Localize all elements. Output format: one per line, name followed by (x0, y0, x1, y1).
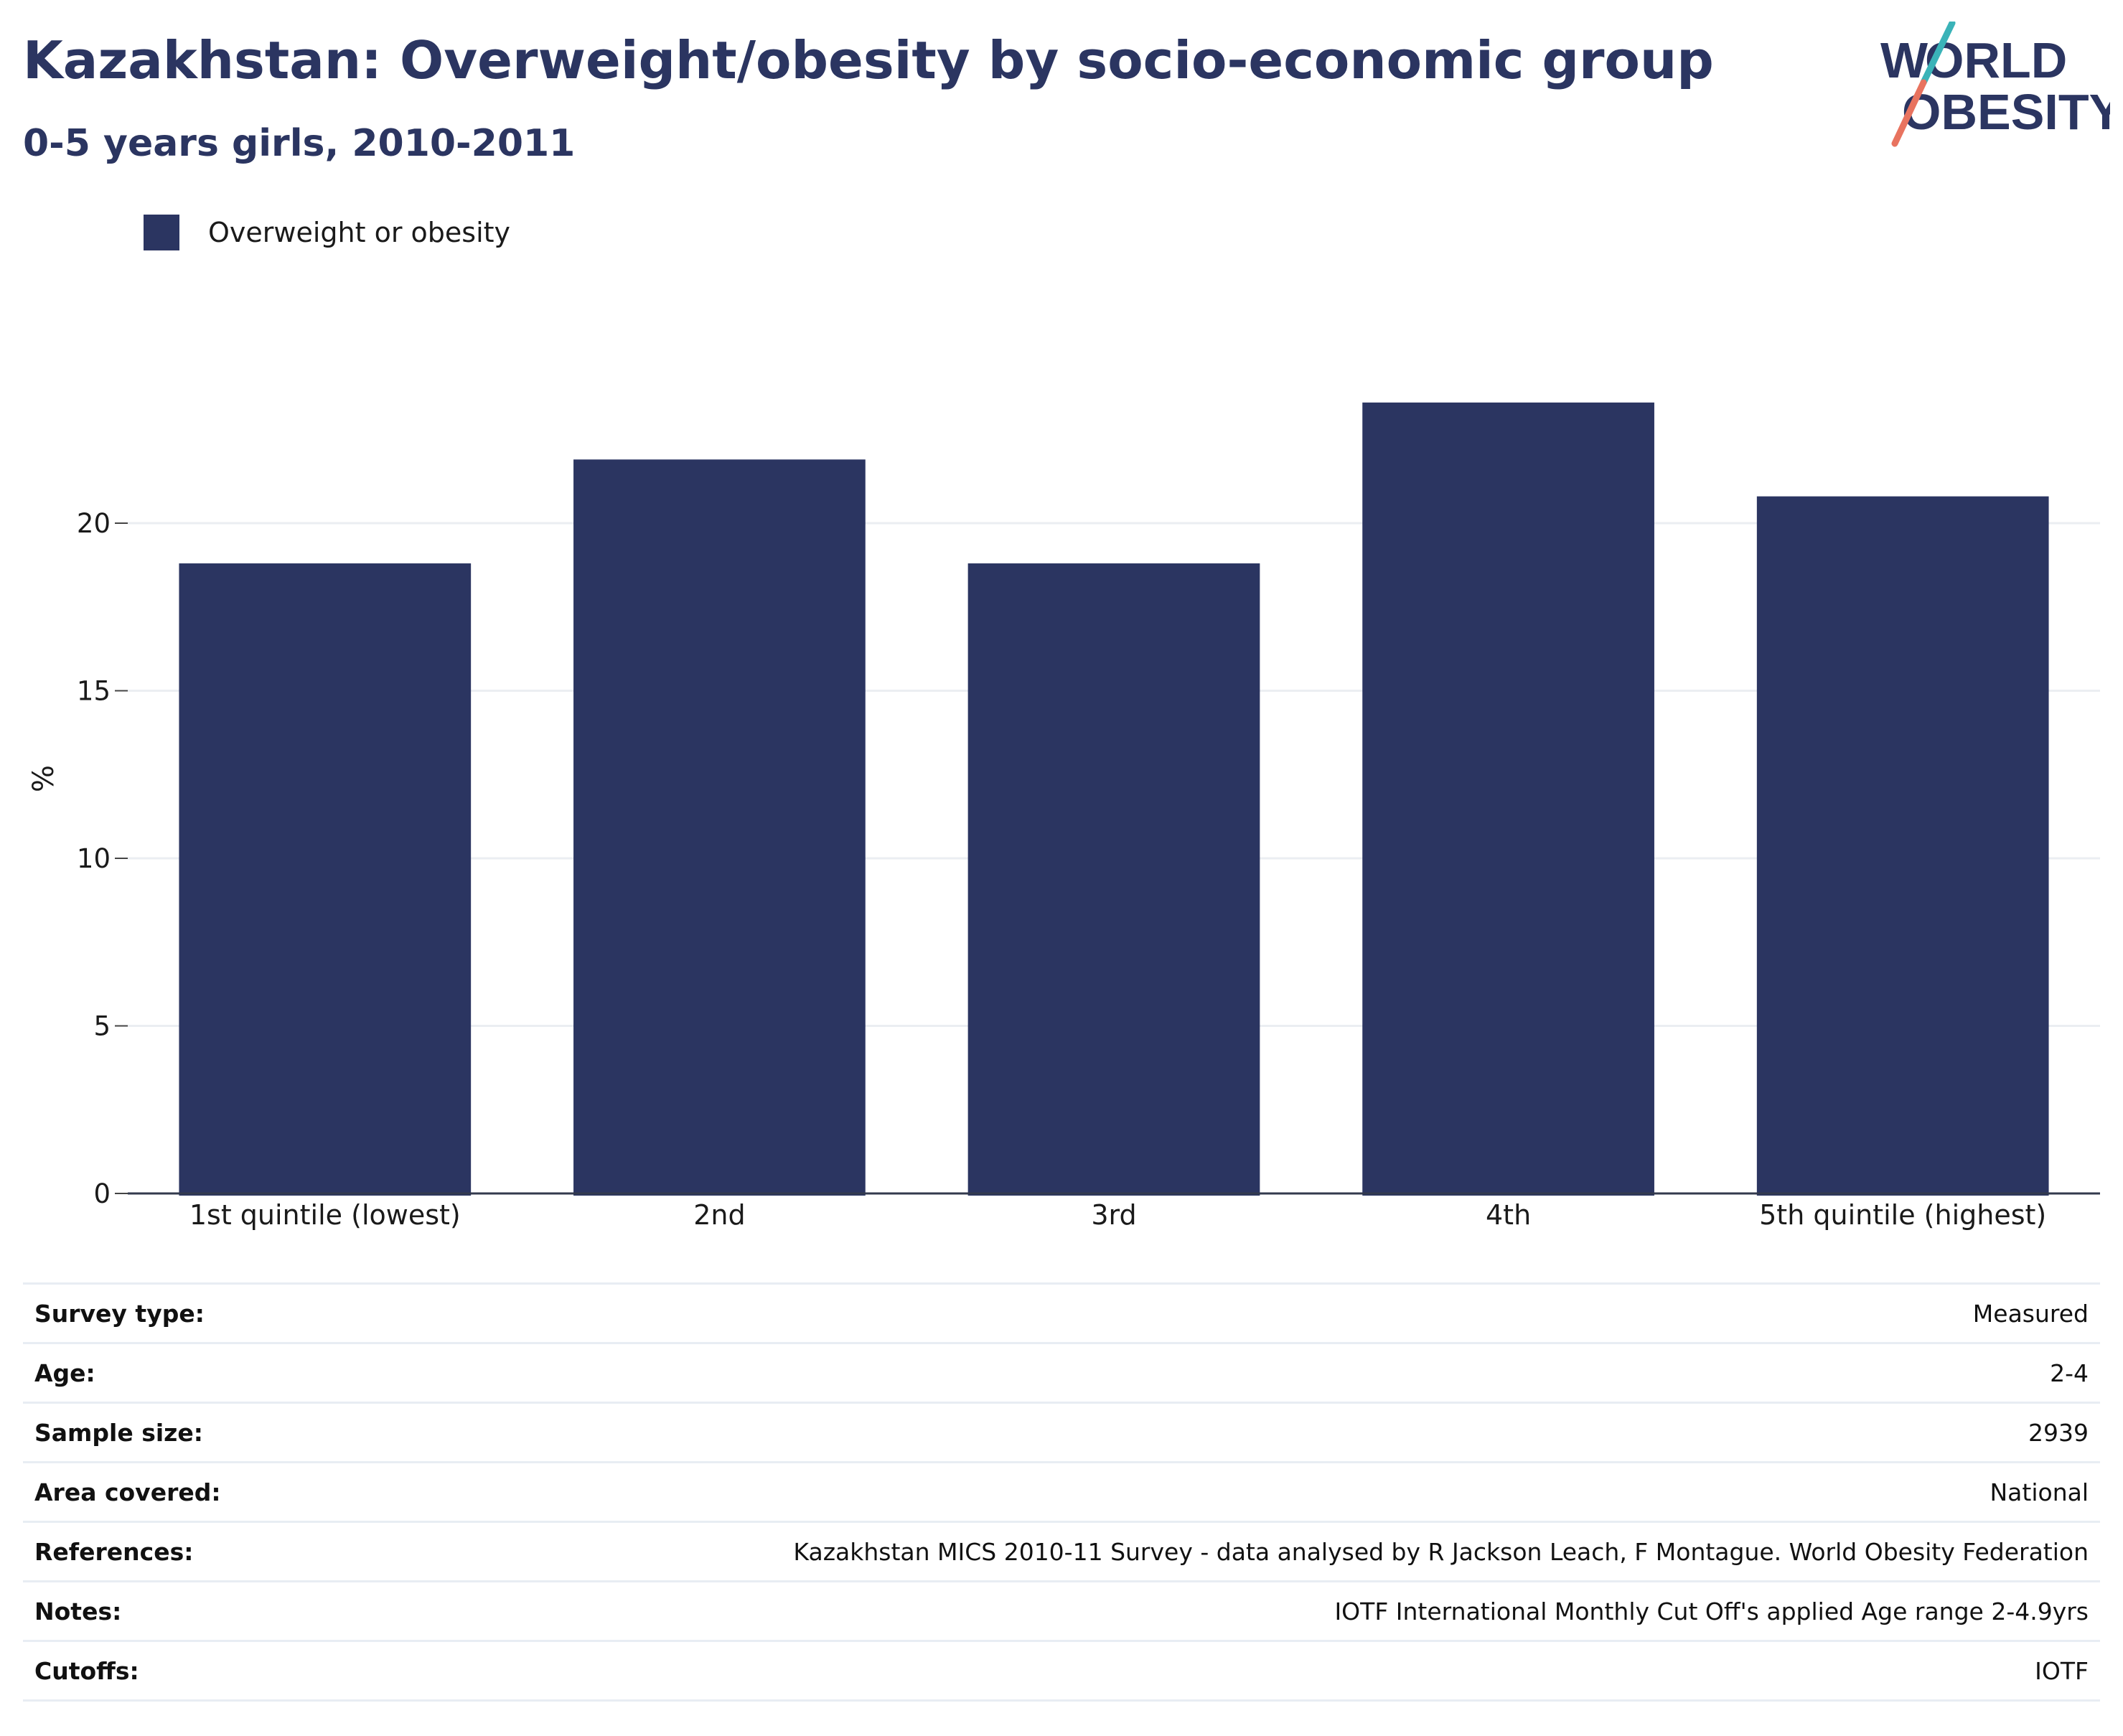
details-value: National (1990, 1478, 2089, 1506)
details-row: Sample size: 2939 (23, 1402, 2100, 1463)
svg-text:OBESITY: OBESITY (1902, 84, 2110, 140)
bar (967, 563, 1260, 1196)
x-tick-label: 3rd (1091, 1199, 1136, 1231)
bar (179, 563, 472, 1196)
details-label: Notes: (34, 1597, 122, 1625)
details-row: Notes: IOTF International Monthly Cut Off… (23, 1581, 2100, 1641)
details-value: 2939 (2028, 1418, 2089, 1447)
details-value: IOTF (2035, 1656, 2089, 1685)
y-tick-label: 20 (77, 508, 111, 539)
x-tick-label: 2nd (693, 1199, 745, 1231)
details-row: Age: 2-4 (23, 1343, 2100, 1403)
bar-layer (179, 402, 2049, 1196)
details-label: Sample size: (34, 1418, 203, 1447)
axis-layer: 0 5 10 15 20 1st quintile (lowest) 2nd 3rd 4th 5t… (77, 508, 2100, 1231)
svg-text:ORLD: ORLD (1925, 32, 2067, 88)
details-row: Survey type: Measured (23, 1283, 2100, 1343)
details-label: Cutoffs: (34, 1656, 139, 1685)
y-tick-label: 5 (93, 1011, 111, 1042)
y-tick-label: 15 (77, 676, 111, 707)
chart-title: Kazakhstan: Overweight/obesity by socio-… (23, 30, 1714, 90)
legend-swatch (144, 215, 179, 250)
svg-text:W: W (1880, 32, 1928, 88)
chart-legend: Overweight or obesity (144, 214, 510, 251)
details-value: 2-4 (2050, 1359, 2089, 1387)
y-axis-label: % (27, 765, 60, 792)
details-label: Survey type: (34, 1299, 205, 1328)
bar (573, 459, 866, 1196)
details-value: IOTF International Monthly Cut Off's app… (1334, 1597, 2089, 1625)
survey-details-table: Survey type: Measured Age: 2-4 Sample size: 2… (23, 1282, 2100, 1702)
world-obesity-logo: W ORLD OBESITY (1866, 22, 2110, 151)
bar-chart: 0 5 10 15 20 1st quintile (lowest) 2nd 3rd 4th 5t… (27, 402, 2100, 1231)
details-label: Area covered: (34, 1478, 221, 1506)
bar (1756, 496, 2049, 1196)
y-tick-label: 10 (77, 843, 111, 874)
details-row: Area covered: National (23, 1462, 2100, 1522)
details-row: References: Kazakhstan MICS 2010-11 Surve… (23, 1521, 2100, 1582)
y-tick-label: 0 (93, 1178, 111, 1209)
details-row: Cutoffs: IOTF (23, 1641, 2100, 1701)
details-label: References: (34, 1537, 194, 1566)
details-label: Age: (34, 1359, 95, 1387)
x-tick-label: 1st quintile (lowest) (189, 1199, 461, 1231)
x-tick-label: 5th quintile (highest) (1759, 1199, 2046, 1231)
legend-label: Overweight or obesity (208, 217, 511, 248)
x-tick-label: 4th (1486, 1199, 1531, 1231)
details-value: Measured (1972, 1299, 2089, 1328)
chart-subtitle: 0-5 years girls, 2010-2011 (23, 122, 576, 165)
bar (1362, 402, 1654, 1196)
details-value: Kazakhstan MICS 2010-11 Survey - data an… (793, 1537, 2089, 1566)
